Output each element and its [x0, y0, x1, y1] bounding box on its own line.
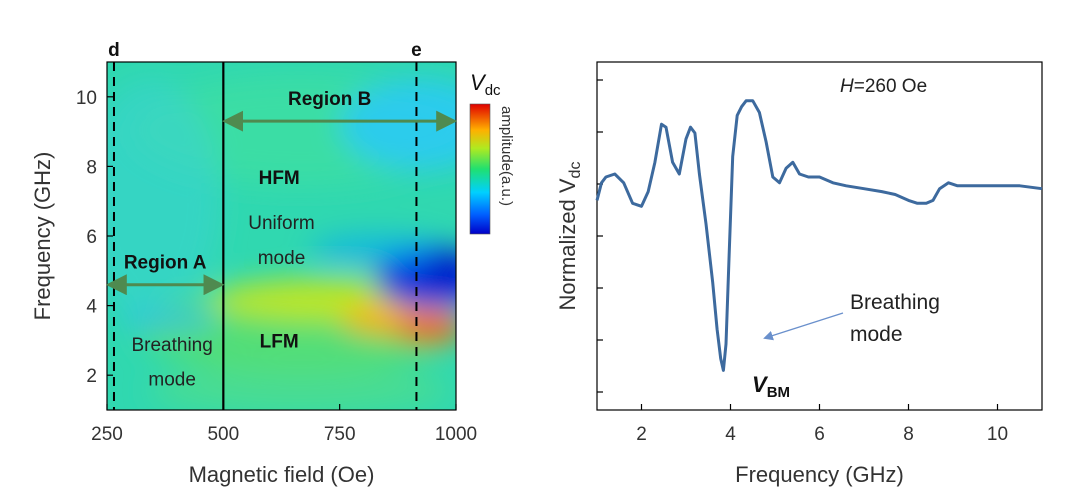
series-line: [595, 99, 1043, 372]
hm-x-tick-label-0: 250: [91, 424, 123, 445]
hm-x-axis-label: Magnetic field (Oe): [189, 462, 375, 487]
hm-y-axis-label: Frequency (GHz): [30, 152, 55, 321]
hm-y-tick-label-4: 10: [76, 88, 97, 109]
marker-label-d: d: [108, 40, 120, 61]
hm-annotation-1: Uniform: [248, 213, 315, 234]
field-annotation: H=260 Oe: [840, 76, 927, 97]
peak-label-sub: BM: [767, 384, 790, 401]
ln-x-tick-label-0: 2: [636, 424, 647, 445]
hm-annotation-3: LFM: [260, 331, 299, 352]
field-symbol: H: [840, 76, 854, 97]
ln-x-tick-label-1: 4: [725, 424, 736, 445]
line-y-axis-label: Normalized Vdc: [555, 162, 584, 311]
line-axes: 2 4 6 8 10 Frequency (GHz): [597, 79, 1008, 487]
ln-x-tick-label-4: 10: [987, 424, 1008, 445]
hm-x-tick-label-1: 500: [207, 424, 239, 445]
colorbar-scale: [469, 103, 491, 235]
region-label-0: Region A: [124, 253, 207, 274]
colorbar-title-sub: dc: [485, 82, 501, 99]
hm-annotation-0: HFM: [259, 168, 300, 189]
ln-x-axis-label: Frequency (GHz): [735, 462, 904, 487]
ln-x-tick-label-3: 8: [903, 424, 914, 445]
hm-y-tick-label-1: 4: [86, 297, 97, 318]
region-label-1: Region B: [288, 89, 371, 110]
peak-label: VBM: [752, 372, 790, 401]
colorbar-title: Vdc: [470, 70, 501, 99]
line-plot-frame: [596, 61, 1043, 411]
breathing-mode-line2: mode: [850, 323, 903, 346]
breathing-mode-line1: Breathing: [850, 291, 940, 314]
colorbar-label: amplitude(a.u.): [498, 106, 515, 206]
field-value: =260 Oe: [854, 76, 927, 97]
colorbar: Vdc amplitude(a.u.): [469, 70, 515, 235]
hm-x-tick-label-3: 1000: [435, 424, 477, 445]
hm-annotation-4: Breathing: [131, 335, 212, 356]
breathing-mode-arrow: [763, 312, 844, 341]
heatmap-image: [107, 62, 456, 410]
heatmap-overlay: d e Region A Region B HFM Uniform mode LFM Breat…: [105, 40, 458, 410]
hm-y-tick-label-2: 6: [86, 227, 97, 248]
ln-x-tick-label-2: 6: [814, 424, 825, 445]
hm-annotation-2: mode: [258, 248, 306, 269]
hm-y-tick-label-0: 2: [86, 366, 97, 387]
marker-label-e: e: [411, 40, 422, 61]
hm-y-tick-label-3: 8: [86, 157, 97, 178]
line-panel: 2 4 6 8 10 Frequency (GHz) H=260 Oe Breathing…: [555, 61, 1043, 487]
hm-annotation-5: mode: [148, 370, 196, 391]
hm-x-tick-label-2: 750: [324, 424, 356, 445]
heatmap-panel: 250 500 750 1000 2 4 6 8 10 Magnetic field (Oe) Fr…: [30, 40, 515, 487]
heatmap-axes: 250 500 750 1000 2 4 6 8 10 Magnetic field (Oe) Fr…: [30, 88, 477, 487]
line-y-axis-label-sub: dc: [567, 162, 584, 179]
